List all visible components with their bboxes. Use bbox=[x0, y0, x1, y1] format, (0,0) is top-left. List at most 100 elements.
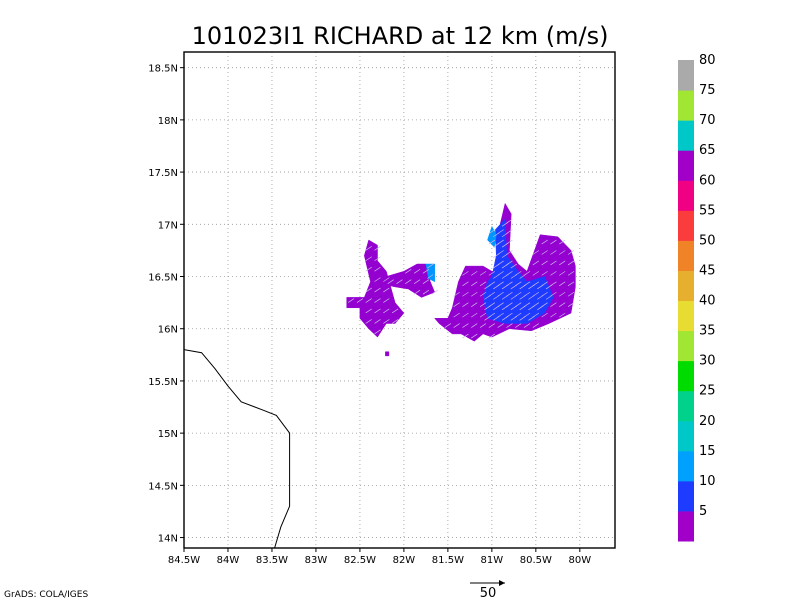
wind-vector bbox=[365, 319, 372, 324]
wind-vector bbox=[559, 281, 566, 287]
colorbar-swatch bbox=[678, 450, 694, 482]
wind-vector bbox=[506, 323, 513, 328]
colorbar-label: 70 bbox=[699, 113, 716, 128]
wind-vector bbox=[567, 260, 575, 266]
wind-vector bbox=[493, 274, 500, 279]
colorbar-label: 40 bbox=[699, 294, 716, 309]
wind-vector bbox=[405, 268, 412, 274]
wind-vector bbox=[479, 271, 487, 276]
wind-vector bbox=[519, 295, 526, 300]
wind-vector bbox=[532, 271, 540, 276]
wind-vector bbox=[493, 263, 500, 269]
wind-vector bbox=[541, 239, 548, 245]
wind-vector bbox=[501, 274, 509, 279]
colorbar-label: 55 bbox=[699, 203, 716, 218]
wind-vector bbox=[479, 302, 487, 307]
wind-vector bbox=[493, 305, 500, 311]
wind-vector bbox=[413, 289, 421, 295]
wind-vector bbox=[374, 287, 381, 293]
wind-vector bbox=[479, 291, 487, 297]
wind-vector bbox=[528, 305, 535, 311]
wind-vector bbox=[510, 295, 518, 300]
wind-vector bbox=[537, 284, 544, 290]
colorbar-swatch bbox=[678, 510, 694, 542]
wind-vector bbox=[541, 271, 548, 276]
wind-vector bbox=[405, 279, 412, 285]
wind-vector bbox=[484, 315, 491, 321]
wind-region-5 bbox=[346, 239, 405, 338]
wind-vector bbox=[471, 271, 478, 276]
wind-vector bbox=[537, 295, 544, 300]
wind-vector bbox=[493, 315, 500, 321]
wind-vector bbox=[515, 323, 522, 328]
colorbar-label: 80 bbox=[699, 53, 716, 68]
wind-vector bbox=[471, 291, 478, 297]
colorbar-label: 15 bbox=[699, 444, 716, 459]
wind-vector bbox=[532, 260, 540, 266]
wind-vector bbox=[501, 315, 509, 321]
y-tick-label: 14.5N bbox=[148, 481, 178, 492]
wind-vector bbox=[453, 302, 460, 307]
wind-vector bbox=[462, 323, 469, 328]
colorbar-swatch bbox=[678, 330, 694, 362]
wind-vector bbox=[532, 323, 540, 328]
wind-vector bbox=[383, 277, 390, 282]
wind-vector bbox=[462, 291, 469, 297]
coastline bbox=[183, 349, 291, 549]
wind-vector bbox=[391, 319, 399, 324]
wind-vector bbox=[559, 260, 566, 266]
wind-vector bbox=[567, 250, 575, 255]
wind-vector bbox=[493, 232, 500, 238]
colorbar-swatch bbox=[678, 240, 694, 271]
colorbar-swatch bbox=[678, 390, 694, 422]
x-tick-label: 83W bbox=[305, 555, 328, 566]
colorbar-swatch bbox=[678, 90, 694, 121]
colorbar-label: 5 bbox=[699, 504, 707, 519]
vector-reference-label: 50 bbox=[480, 586, 497, 600]
wind-vector bbox=[501, 284, 509, 290]
colorbar-label: 75 bbox=[699, 83, 716, 98]
wind-vector bbox=[501, 253, 509, 258]
y-tick-label: 16N bbox=[158, 325, 178, 336]
wind-vector bbox=[550, 260, 557, 266]
wind-vector bbox=[550, 250, 557, 255]
wind-vector bbox=[510, 305, 518, 311]
wind-vector bbox=[493, 284, 500, 290]
wind-vector bbox=[462, 333, 469, 339]
x-tick-label: 81.5W bbox=[432, 555, 464, 566]
y-tick-label: 15.5N bbox=[148, 377, 178, 388]
wind-speed-shading bbox=[346, 202, 576, 357]
x-tick-label: 84W bbox=[217, 555, 240, 566]
colorbar-label: 20 bbox=[699, 414, 716, 429]
wind-vector bbox=[541, 250, 548, 255]
wind-vector bbox=[374, 256, 381, 262]
wind-vector bbox=[383, 308, 390, 314]
wind-vector bbox=[541, 260, 548, 266]
colorbar-label: 45 bbox=[699, 263, 716, 278]
wind-vector bbox=[427, 274, 434, 279]
wind-vector bbox=[413, 279, 421, 285]
colorbar-label: 50 bbox=[699, 233, 716, 248]
wind-vector bbox=[471, 312, 478, 318]
wind-vector bbox=[462, 312, 469, 318]
plot-frame bbox=[183, 51, 616, 549]
wind-vector bbox=[365, 246, 372, 251]
wind-vector bbox=[365, 256, 372, 262]
wind-vector bbox=[488, 239, 496, 245]
wind-vector bbox=[488, 323, 496, 328]
wind-vector bbox=[550, 239, 557, 245]
colorbar-label: 35 bbox=[699, 324, 716, 339]
wind-vector bbox=[462, 271, 469, 276]
wind-vector bbox=[422, 279, 430, 285]
wind-vector bbox=[374, 319, 381, 324]
colorbar-swatch bbox=[678, 270, 694, 301]
wind-vector bbox=[532, 250, 540, 255]
wind-vector bbox=[383, 287, 390, 293]
coastline-path bbox=[183, 349, 291, 549]
wind-vector bbox=[427, 263, 434, 269]
wind-vector bbox=[537, 305, 544, 311]
wind-vector bbox=[479, 281, 487, 287]
wind-vector bbox=[374, 329, 381, 335]
credit-label: GrADS: COLA/IGES bbox=[4, 590, 88, 600]
wind-vector bbox=[510, 315, 518, 321]
